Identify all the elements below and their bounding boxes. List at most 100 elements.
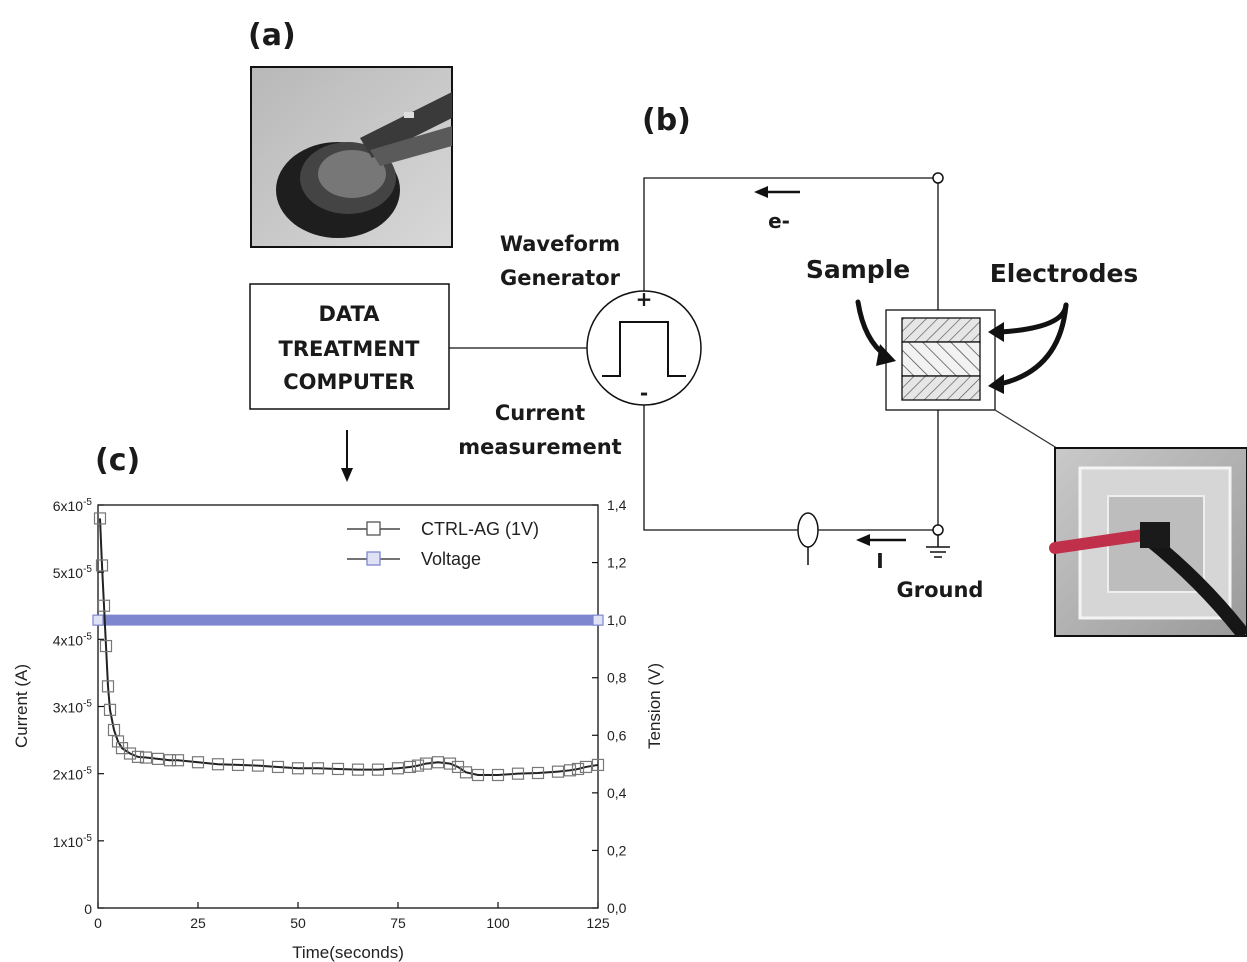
legend-entry-voltage: Voltage: [347, 549, 481, 569]
sample-layer: [901, 341, 981, 377]
top-electrode-arrowhead: [988, 322, 1004, 342]
y2-tick-label: 0,6: [607, 727, 627, 743]
computer-label-line3: COMPUTER: [283, 370, 414, 394]
y2-tick-label: 0,4: [607, 785, 627, 801]
bottom-electrode-arrowhead: [988, 374, 1004, 394]
waveform-generator-symbol: + -: [586, 287, 702, 406]
x-axis-ticks: 0 25 50 75 100 125: [94, 902, 610, 931]
y2-tick-label: 0,8: [607, 670, 627, 686]
negative-terminal: -: [640, 381, 648, 405]
y2-tick-label: 1,0: [607, 612, 627, 628]
legend-entry-ctrl-ag: CTRL-AG (1V): [347, 519, 539, 539]
current-point: [391, 762, 405, 775]
left-axis-ticks: 0 1x10-5 2x10-5 3x10-5 4x10-5 5x10-5 6x10-5: [53, 497, 104, 917]
x-tick-label: 25: [190, 915, 206, 931]
x-axis-label: Time(seconds): [292, 943, 404, 962]
y2-tick-label: 1,4: [607, 497, 627, 513]
ground-label: Ground: [897, 578, 984, 602]
down-arrow: [341, 430, 353, 482]
current-point: [103, 703, 117, 716]
current-point: [291, 762, 305, 775]
current-point: [331, 762, 345, 776]
computer-label-line2: TREATMENT: [279, 337, 421, 361]
current-flow-arrow: [856, 534, 906, 546]
ammeter-symbol: [797, 512, 819, 565]
x-tick-label: 50: [290, 915, 306, 931]
legend-label-ctrl-ag: CTRL-AG (1V): [421, 519, 539, 539]
current-point: [511, 767, 525, 780]
electrodes-label: Electrodes: [990, 259, 1139, 288]
y-tick-label: 4x10-5: [53, 631, 93, 648]
current-point: [411, 759, 425, 772]
current-point: [131, 750, 145, 763]
current-point: [591, 758, 605, 772]
sample-label: Sample: [806, 255, 910, 284]
data-treatment-computer-box: DATA TREATMENT COMPUTER: [249, 283, 450, 410]
panel-label-b: (b): [642, 103, 691, 138]
current-point: [93, 512, 107, 525]
current-label: I: [876, 549, 883, 573]
current-point: [111, 735, 125, 748]
bottom-electrode: [901, 375, 981, 401]
electron-label: e-: [768, 209, 790, 233]
x-tick-label: 100: [486, 915, 510, 931]
current-point: [403, 760, 417, 774]
current-point: [95, 559, 109, 572]
y2-axis-label: Tension (V): [645, 663, 664, 749]
current-measurement-line2: measurement: [458, 435, 621, 459]
right-axis-ticks: 0,0 0,2 0,4 0,6 0,8 1,0 1,2 1,4: [592, 497, 627, 916]
y-tick-label: 3x10-5: [53, 699, 93, 716]
current-point: [231, 758, 245, 772]
current-point: [163, 754, 177, 767]
y2-tick-label: 1,2: [607, 555, 627, 571]
electron-flow-arrow: [754, 186, 800, 198]
y-tick-label: 0: [84, 901, 92, 917]
current-point: [531, 766, 545, 780]
current-point: [351, 763, 365, 776]
y2-tick-label: 0,2: [607, 842, 627, 858]
current-point: [211, 758, 225, 771]
legend-label-voltage: Voltage: [421, 549, 481, 569]
y-tick-label: 2x10-5: [53, 766, 93, 783]
current-point: [431, 756, 445, 769]
current-line: [99, 518, 599, 777]
chart-legend: CTRL-AG (1V) Voltage: [347, 519, 539, 569]
current-point: [171, 754, 185, 767]
current-point: [271, 760, 285, 774]
plot-frame: [97, 504, 599, 909]
voltage-point: [592, 614, 604, 626]
current-point: [99, 639, 113, 653]
top-electrode: [901, 317, 981, 343]
x-tick-label: 75: [390, 915, 406, 931]
positive-terminal: +: [636, 287, 653, 311]
current-point: [491, 768, 505, 782]
y-tick-label: 6x10-5: [53, 497, 93, 514]
holder-to-photo-connector: [994, 409, 1061, 451]
current-point: [419, 757, 433, 770]
bottom-terminal-node: [932, 524, 944, 536]
ground-icon: [926, 535, 950, 558]
x-tick-label: 125: [586, 915, 610, 931]
measurement-cell-photo: [1049, 447, 1247, 637]
current-point: [471, 768, 485, 782]
current-point: [251, 759, 265, 772]
current-time-chart: 0 1x10-5 2x10-5 3x10-5 4x10-5 5x10-5 6x10-5 0,…: [12, 497, 664, 962]
current-point: [551, 765, 565, 778]
y-tick-label: 5x10-5: [53, 564, 93, 581]
circuit-wires: [643, 177, 939, 531]
current-point: [563, 764, 577, 777]
y-tick-label: 1x10-5: [53, 833, 93, 850]
current-point: [579, 760, 593, 774]
current-point: [191, 756, 205, 769]
current-point: [311, 762, 325, 775]
current-point: [123, 747, 137, 760]
current-point: [443, 757, 457, 770]
top-terminal-node: [932, 172, 944, 184]
current-point: [371, 763, 385, 776]
current-point: [571, 762, 585, 776]
current-measurement-line1: Current: [495, 401, 585, 425]
waveform-label-line2: Generator: [500, 266, 621, 290]
voltage-point: [92, 614, 104, 626]
top-electrode-pointer-arrow: [997, 302, 1069, 335]
panel-label-a: (a): [248, 18, 296, 53]
